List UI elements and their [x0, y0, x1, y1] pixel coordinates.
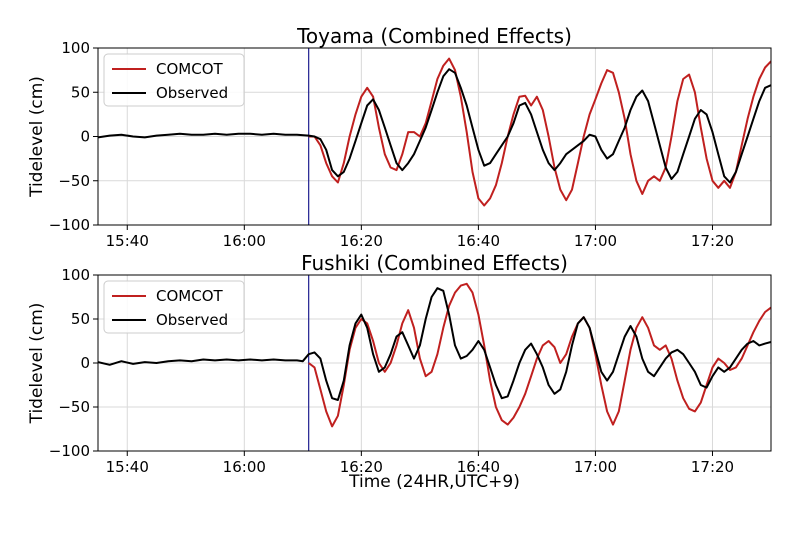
fushiki-y-tick-label: 100 — [61, 266, 90, 284]
toyama-y-tick-label: −50 — [58, 172, 90, 190]
fushiki-legend-label-observed: Observed — [156, 311, 228, 329]
fushiki-x-tick-label: 17:00 — [574, 458, 617, 476]
fushiki-x-tick-label: 16:00 — [223, 458, 266, 476]
fushiki-x-tick-label: 16:20 — [340, 458, 383, 476]
fushiki-y-tick-label: −50 — [58, 398, 90, 416]
fushiki-chart-panel: 15:40 16:00 16:20 16:40 17:00 17:20 100 50 0 −50 −… — [27, 251, 772, 492]
fushiki-y-tick-label: −100 — [49, 442, 90, 460]
toyama-x-tick-label: 17:20 — [691, 232, 734, 250]
toyama-x-tick-label: 17:00 — [574, 232, 617, 250]
fushiki-x-tick-label: 16:40 — [457, 458, 500, 476]
toyama-x-tick-label: 16:20 — [340, 232, 383, 250]
fushiki-y-axis-label: Tidelevel (cm) — [27, 303, 47, 425]
fushiki-x-axis-label: Time (24HR,UTC+9) — [348, 472, 520, 492]
toyama-x-tick-label: 16:00 — [223, 232, 266, 250]
toyama-x-tick-label: 16:40 — [457, 232, 500, 250]
toyama-y-tick-label: 50 — [71, 83, 90, 101]
fushiki-series-observed-line — [98, 287, 771, 401]
fushiki-legend: COMCOT Observed — [103, 280, 245, 334]
fushiki-x-tick-label: 17:20 — [691, 458, 734, 476]
fushiki-x-tick-label: 15:40 — [106, 458, 149, 476]
toyama-y-tick-label: −100 — [49, 216, 90, 234]
toyama-y-tick-label: 0 — [80, 128, 90, 146]
toyama-y-axis-label: Tidelevel (cm) — [27, 76, 47, 198]
fushiki-series-comcot-line — [308, 282, 771, 428]
toyama-legend-label-observed: Observed — [156, 84, 228, 102]
fushiki-y-tick-label: 50 — [71, 310, 90, 328]
fushiki-legend-label-comcot: COMCOT — [156, 287, 224, 305]
fushiki-y-tick-label: 0 — [80, 354, 90, 372]
toyama-chart-panel: 15:40 16:00 16:20 16:40 17:00 17:20 100 50 0 −50 −… — [27, 24, 772, 250]
toyama-chart-title: Toyama (Combined Effects) — [296, 24, 572, 48]
toyama-legend-label-comcot: COMCOT — [156, 60, 224, 78]
toyama-series-comcot-line — [308, 57, 771, 207]
toyama-legend: COMCOT Observed — [103, 53, 245, 107]
toyama-series-observed-line — [98, 68, 771, 184]
toyama-x-tick-label: 15:40 — [106, 232, 149, 250]
toyama-y-tick-label: 100 — [61, 39, 90, 57]
fushiki-chart-title: Fushiki (Combined Effects) — [301, 251, 568, 275]
